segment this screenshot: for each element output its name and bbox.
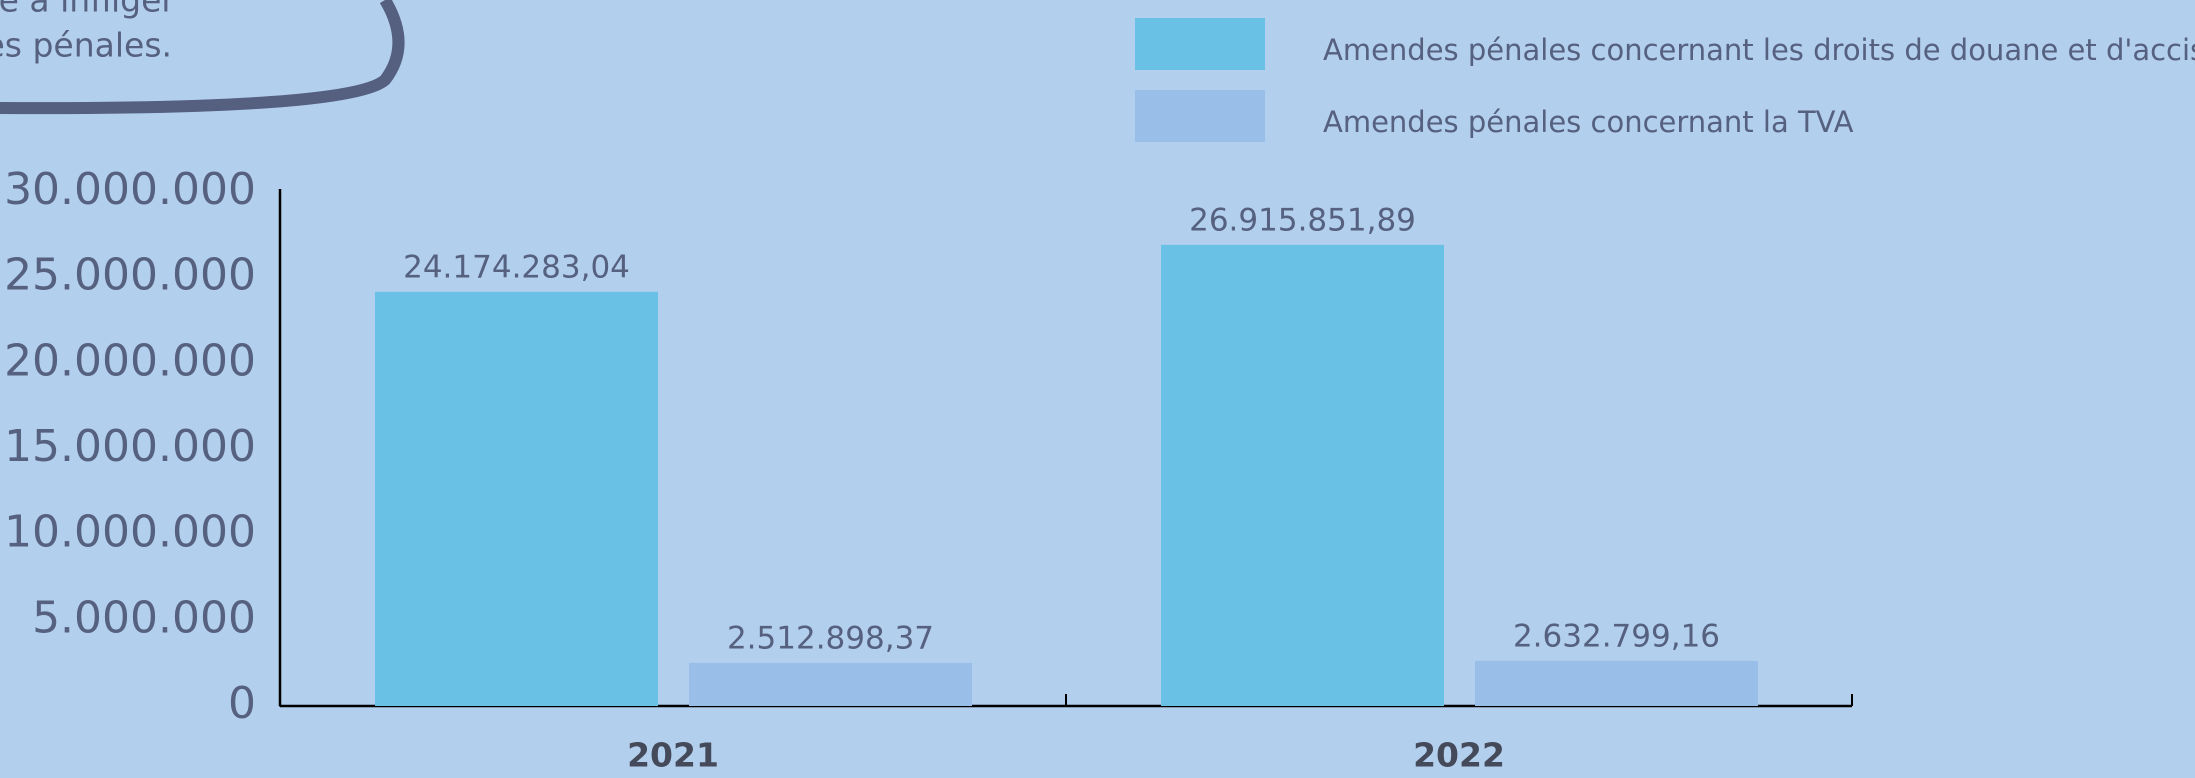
legend-swatch — [1135, 18, 1265, 70]
x-tick-label: 2022 — [1413, 736, 1505, 775]
x-tick-label: 2021 — [627, 736, 719, 775]
y-tick-label: 30.000.000 — [4, 164, 256, 215]
data-label: 2.512.898,37 — [727, 620, 934, 656]
y-tick-label: 0 — [228, 678, 256, 729]
data-label: 24.174.283,04 — [403, 249, 630, 285]
y-tick-label: 10.000.000 — [4, 507, 256, 558]
annotation: es pénales. — [0, 26, 172, 65]
y-tick-label: 20.000.000 — [4, 335, 256, 386]
bar — [689, 662, 972, 706]
annotation: enée à infliger — [0, 0, 175, 20]
bar — [375, 291, 658, 706]
y-tick-label: 5.000.000 — [32, 592, 256, 643]
callout-bubble — [0, 0, 405, 115]
legend-swatch — [1135, 90, 1265, 142]
data-label: 26.915.851,89 — [1189, 202, 1416, 238]
legend-label: Amendes pénales concernant la TVA — [1323, 105, 1854, 139]
y-tick-label: 25.000.000 — [4, 250, 256, 301]
legend-label: Amendes pénales concernant les droits de… — [1323, 33, 2195, 67]
bar — [1475, 660, 1758, 706]
y-tick-label: 15.000.000 — [4, 421, 256, 472]
data-label: 2.632.799,16 — [1513, 618, 1720, 654]
bar — [1161, 244, 1444, 706]
